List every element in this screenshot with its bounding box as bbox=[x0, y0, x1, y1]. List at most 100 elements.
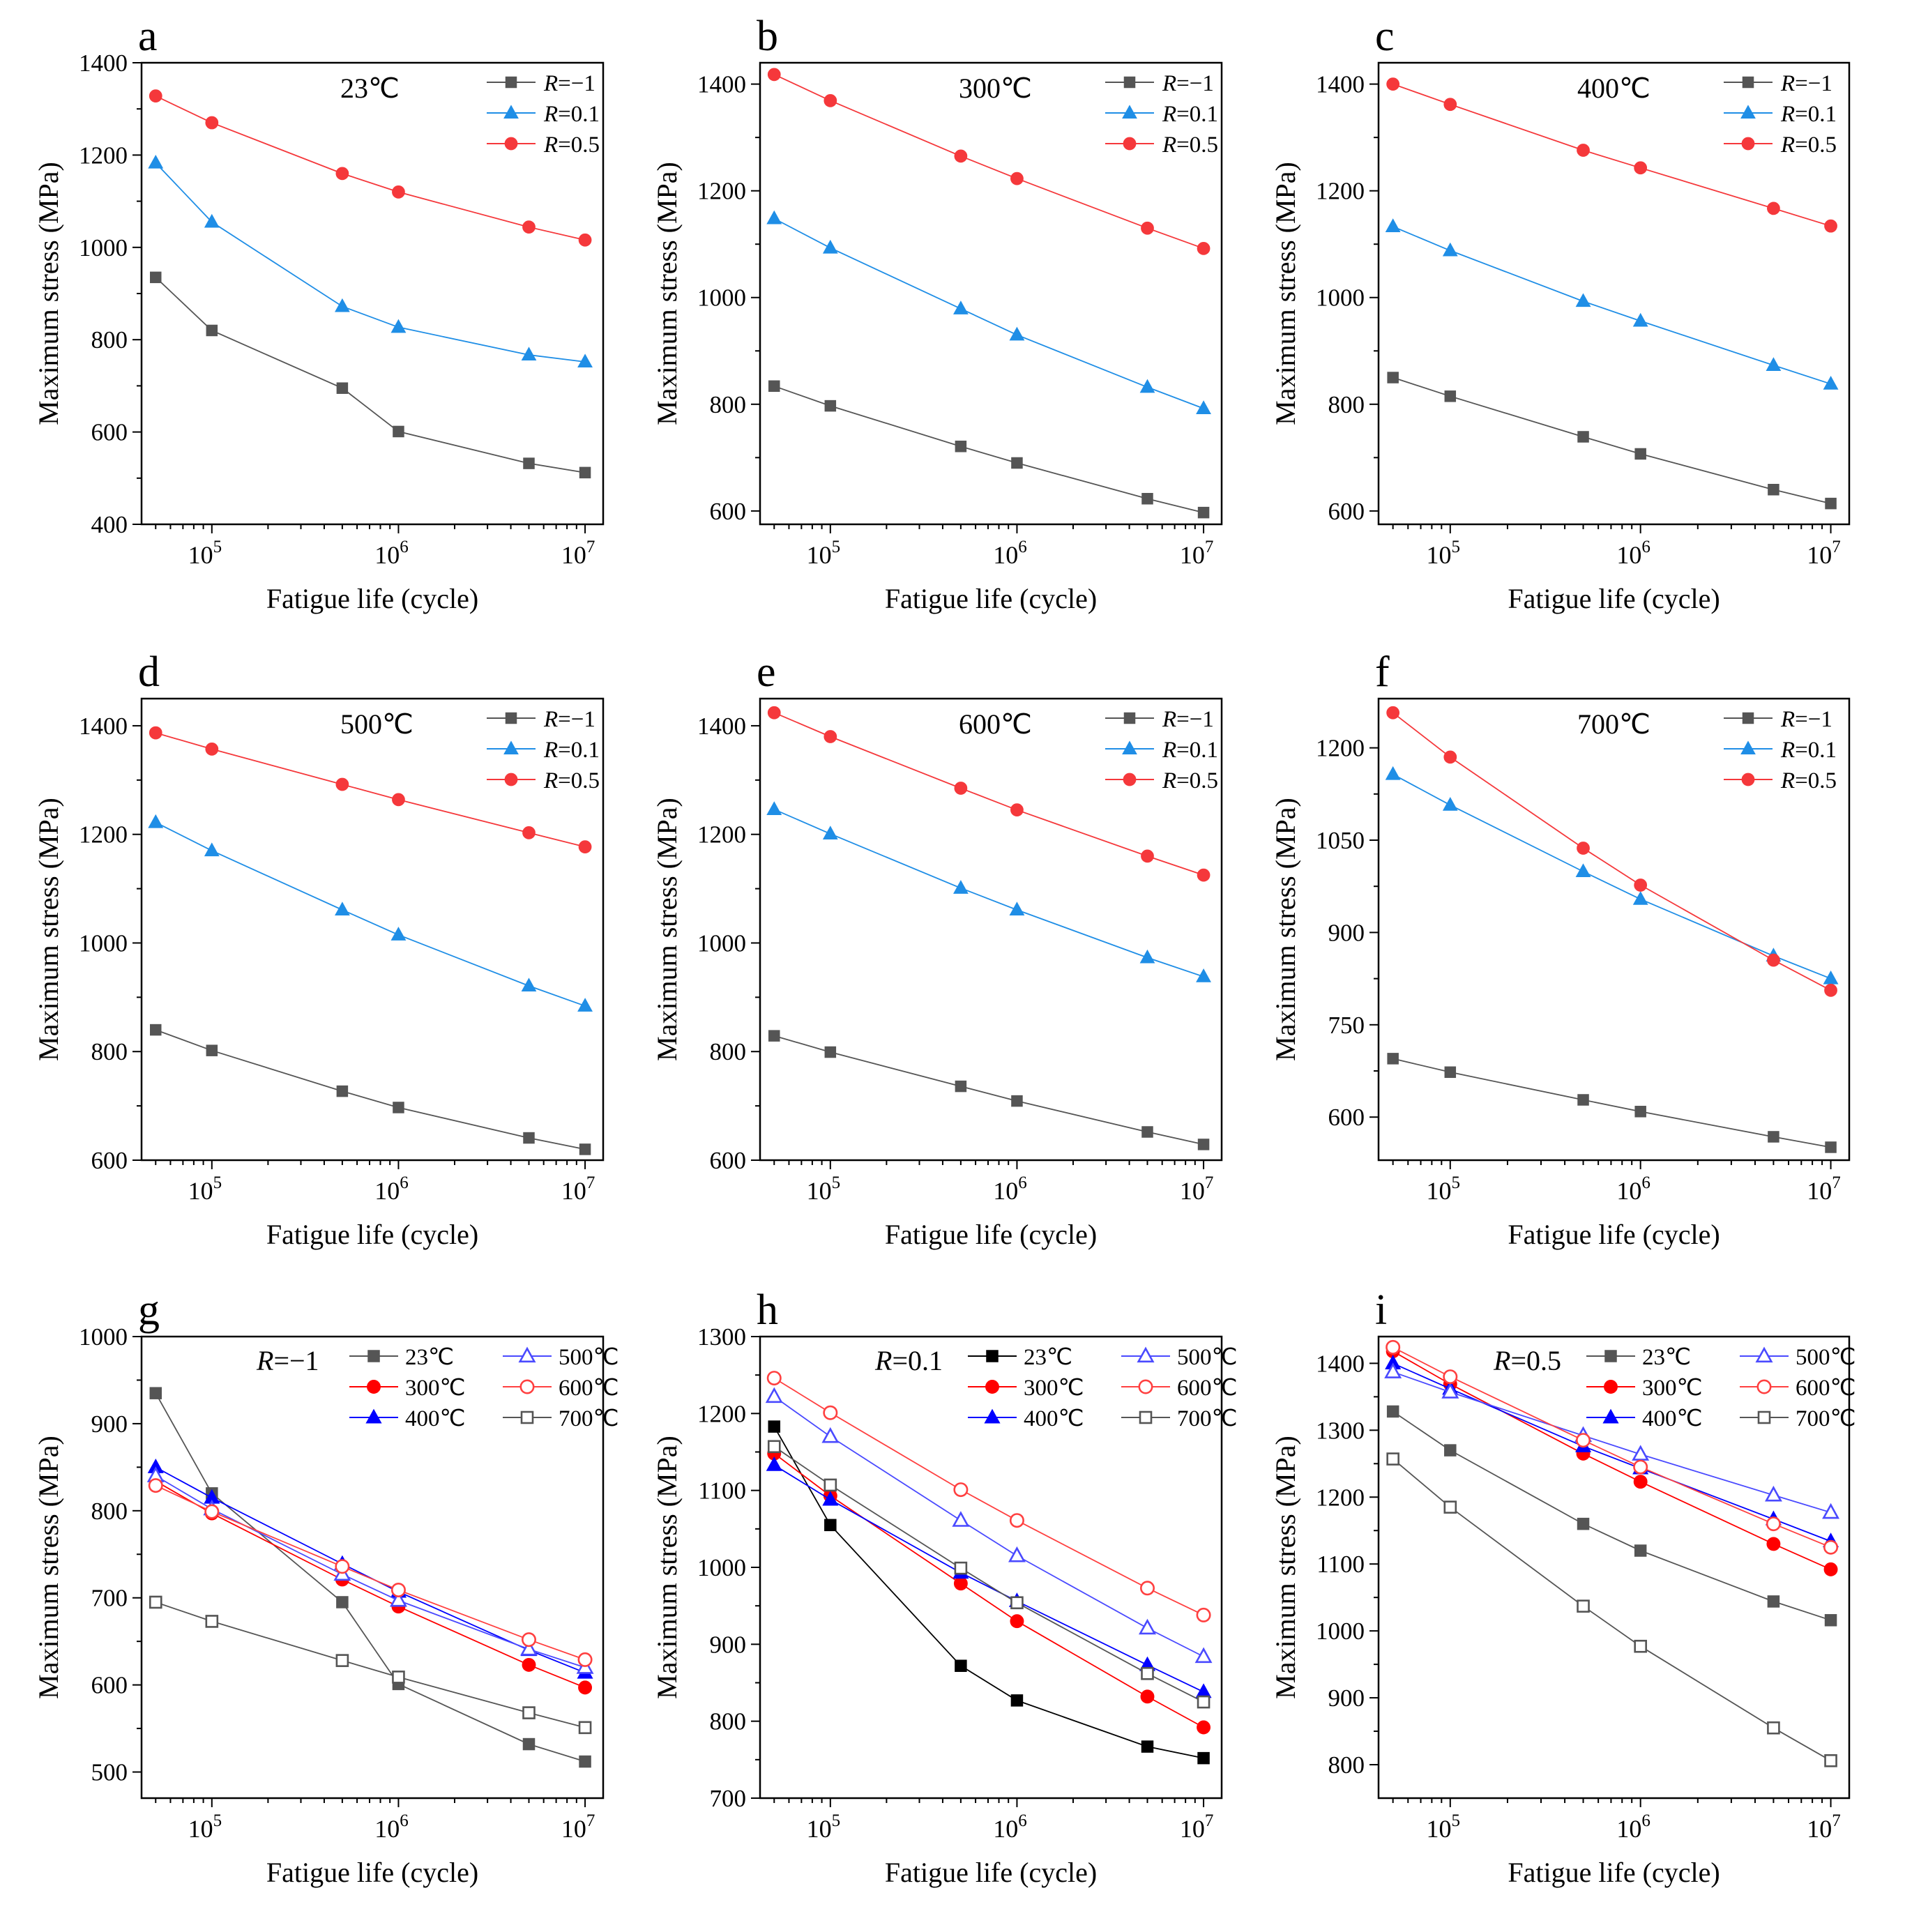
data-point bbox=[768, 380, 780, 393]
y-tick-label: 1300 bbox=[697, 1323, 746, 1351]
data-point bbox=[1767, 1721, 1780, 1735]
series-line bbox=[155, 1484, 586, 1661]
y-tick-label: 700 bbox=[710, 1785, 747, 1812]
x-tick-label: 107 bbox=[1807, 1173, 1841, 1205]
legend: R=−1 R=0.1 R=0.5 bbox=[487, 71, 600, 158]
legend-marker bbox=[1757, 1410, 1771, 1424]
x-tick-label: 107 bbox=[561, 1173, 595, 1205]
series-line bbox=[773, 1426, 1204, 1759]
data-point bbox=[1765, 1485, 1782, 1502]
y-tick-label: 750 bbox=[1328, 1012, 1365, 1039]
legend-label: 300℃ bbox=[1024, 1376, 1084, 1401]
data-point bbox=[1824, 1614, 1837, 1627]
series-line bbox=[773, 712, 1204, 876]
axes-frame bbox=[140, 1335, 605, 1800]
series-line bbox=[1392, 1346, 1831, 1549]
y-tick-label: 1000 bbox=[79, 929, 128, 957]
legend-label: 300℃ bbox=[1642, 1376, 1703, 1401]
data-point bbox=[519, 1639, 538, 1656]
series-line bbox=[1392, 712, 1832, 991]
data-point bbox=[822, 1491, 839, 1506]
legend-marker bbox=[367, 1380, 381, 1394]
y-tick-label: 700 bbox=[91, 1585, 128, 1612]
legend: R=−1 R=0.1 R=0.5 bbox=[1724, 707, 1837, 793]
legend-marker bbox=[503, 740, 519, 755]
y-tick-label: 1100 bbox=[698, 1477, 746, 1505]
data-point bbox=[1010, 1694, 1024, 1707]
data-point bbox=[1577, 1599, 1590, 1613]
x-axis-label: Fatigue life (cycle) bbox=[1508, 1219, 1720, 1250]
data-point bbox=[336, 382, 349, 394]
data-point bbox=[1632, 891, 1648, 905]
panel-f: 105 106 107 Fatigue life (cycle) 600 750 900 10… bbox=[1270, 648, 1851, 1250]
data-point bbox=[1010, 1614, 1024, 1629]
x-tick-label: 106 bbox=[993, 1811, 1027, 1843]
data-point bbox=[1766, 357, 1782, 371]
data-point bbox=[824, 1478, 837, 1492]
x-tick-label: 106 bbox=[1616, 1811, 1650, 1843]
panel-h: 105 106 107 Fatigue life (cycle) 700 800 900 10… bbox=[651, 1286, 1238, 1888]
y-tick-label: 1000 bbox=[79, 1323, 128, 1351]
data-point bbox=[1577, 1517, 1590, 1530]
data-point bbox=[523, 1132, 535, 1144]
legend-marker bbox=[1742, 76, 1754, 89]
y-tick-label: 1000 bbox=[697, 1554, 746, 1581]
legend: R=−1 R=0.1 R=0.5 bbox=[487, 707, 600, 793]
y-tick-label: 400 bbox=[91, 511, 128, 538]
legend-marker bbox=[518, 1346, 536, 1363]
y-tick-label: 800 bbox=[1328, 1751, 1365, 1779]
legend-marker bbox=[1741, 773, 1755, 786]
data-point bbox=[1197, 241, 1210, 255]
y-tick-label: 600 bbox=[91, 1672, 128, 1699]
x-tick-label: 105 bbox=[807, 1811, 841, 1843]
y-tick-label: 900 bbox=[91, 1410, 128, 1438]
series-line bbox=[1392, 1362, 1831, 1542]
x-tick-label: 105 bbox=[188, 538, 222, 569]
data-point bbox=[1141, 849, 1154, 863]
x-tick-label: 107 bbox=[561, 1811, 595, 1843]
series-line bbox=[155, 1480, 586, 1689]
series-line bbox=[773, 1377, 1204, 1616]
legend-marker bbox=[1122, 105, 1137, 119]
data-point bbox=[1577, 431, 1589, 443]
data-point bbox=[1140, 1689, 1155, 1704]
data-point bbox=[1443, 750, 1457, 764]
data-point bbox=[150, 1024, 162, 1036]
data-point bbox=[1634, 1639, 1647, 1653]
data-point bbox=[578, 1721, 592, 1735]
data-point bbox=[148, 1478, 163, 1493]
x-tick-label: 107 bbox=[561, 538, 595, 569]
data-point bbox=[1008, 1546, 1026, 1562]
legend-marker bbox=[1123, 773, 1137, 786]
temperature-annotation: 300℃ bbox=[959, 73, 1032, 104]
data-point bbox=[1010, 1596, 1024, 1610]
data-point bbox=[1442, 797, 1458, 811]
data-point bbox=[1442, 242, 1458, 257]
legend-marker bbox=[1756, 1379, 1772, 1394]
data-point bbox=[1386, 706, 1400, 720]
data-point bbox=[521, 978, 537, 992]
panel-a: 105 106 107 Fatigue life (cycle) 400 600 800 10… bbox=[33, 13, 605, 614]
data-point bbox=[335, 1559, 350, 1574]
data-point bbox=[1386, 1405, 1399, 1418]
legend-label: 500℃ bbox=[1177, 1345, 1238, 1370]
data-point bbox=[1767, 201, 1780, 215]
series-line bbox=[1392, 376, 1831, 505]
series-line bbox=[155, 95, 586, 241]
data-point bbox=[1634, 448, 1646, 460]
data-point bbox=[390, 1582, 406, 1597]
legend-label: 600℃ bbox=[1796, 1376, 1856, 1401]
data-point bbox=[1197, 506, 1210, 519]
y-tick-label: 600 bbox=[710, 498, 747, 525]
panel-d: 105 106 107 Fatigue life (cycle) 600 800 1000 1… bbox=[33, 648, 605, 1250]
data-point bbox=[522, 826, 536, 839]
data-point bbox=[767, 68, 781, 82]
data-point bbox=[335, 902, 350, 916]
panel-letter: d bbox=[138, 648, 160, 696]
data-point bbox=[1443, 1500, 1457, 1514]
data-point bbox=[205, 1615, 219, 1628]
series-line bbox=[773, 73, 1204, 250]
data-point bbox=[204, 842, 220, 857]
legend-label: 600℃ bbox=[1177, 1376, 1238, 1401]
